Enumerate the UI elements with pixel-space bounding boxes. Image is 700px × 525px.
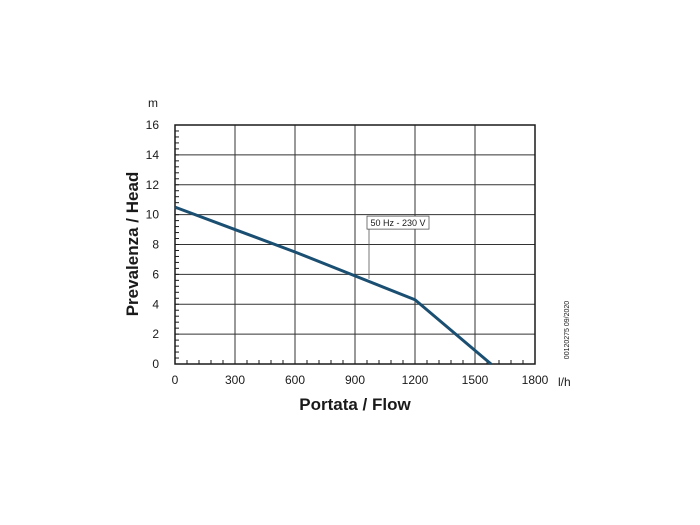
plot-frame [174,124,536,365]
x-axis-title: Portata / Flow [299,395,411,414]
grid-layer [175,125,535,364]
x-tick-label: 600 [285,373,305,387]
document-code: 00120275 09/2020 [564,301,571,359]
annotation-layer: 50 Hz - 230 V [366,215,430,279]
series-layer [174,205,492,366]
x-tick-label: 0 [172,373,179,387]
x-tick-label: 1500 [462,373,489,387]
x-tick-label: 1200 [402,373,429,387]
x-tick-label: 1800 [522,373,549,387]
x-tick-label: 900 [345,373,365,387]
x-tick-label: 300 [225,373,245,387]
y-tick-label: 14 [146,148,160,162]
series-line [174,205,492,366]
annotation-box [366,215,430,230]
y-tick-label: 2 [152,327,159,341]
y-tick-label: 6 [152,267,159,281]
y-unit-label: m [148,96,158,110]
x-unit-label: l/h [558,375,571,389]
y-tick-label: 0 [152,357,159,371]
annotation-text: 50 Hz - 230 V [370,218,425,228]
x-tick-labels: 0 300 600 900 1200 1500 1800 [172,373,549,387]
y-tick-label: 8 [152,238,159,252]
y-tick-label: 16 [146,118,160,132]
y-tick-label: 4 [152,297,159,311]
y-axis-title: Prevalenza / Head [123,172,142,317]
y-tick-labels: 0 2 4 6 8 10 12 14 16 [146,118,160,371]
y-tick-label: 10 [146,208,160,222]
y-tick-label: 12 [146,178,160,192]
